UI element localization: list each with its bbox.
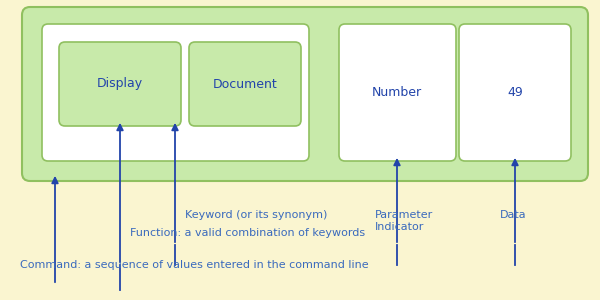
Text: Keyword (or its synonym): Keyword (or its synonym) <box>185 210 328 220</box>
Text: 49: 49 <box>507 85 523 98</box>
FancyBboxPatch shape <box>339 24 456 161</box>
Text: Data: Data <box>500 210 527 220</box>
FancyBboxPatch shape <box>459 24 571 161</box>
Text: Parameter
Indicator: Parameter Indicator <box>375 210 433 233</box>
Text: Document: Document <box>212 77 277 91</box>
FancyBboxPatch shape <box>22 7 588 181</box>
FancyBboxPatch shape <box>59 42 181 126</box>
Text: Display: Display <box>97 77 143 91</box>
Text: Command: a sequence of values entered in the command line: Command: a sequence of values entered in… <box>20 260 368 270</box>
FancyBboxPatch shape <box>189 42 301 126</box>
Text: Number: Number <box>372 85 422 98</box>
FancyBboxPatch shape <box>42 24 309 161</box>
Text: Function: a valid combination of keywords: Function: a valid combination of keyword… <box>130 228 365 238</box>
